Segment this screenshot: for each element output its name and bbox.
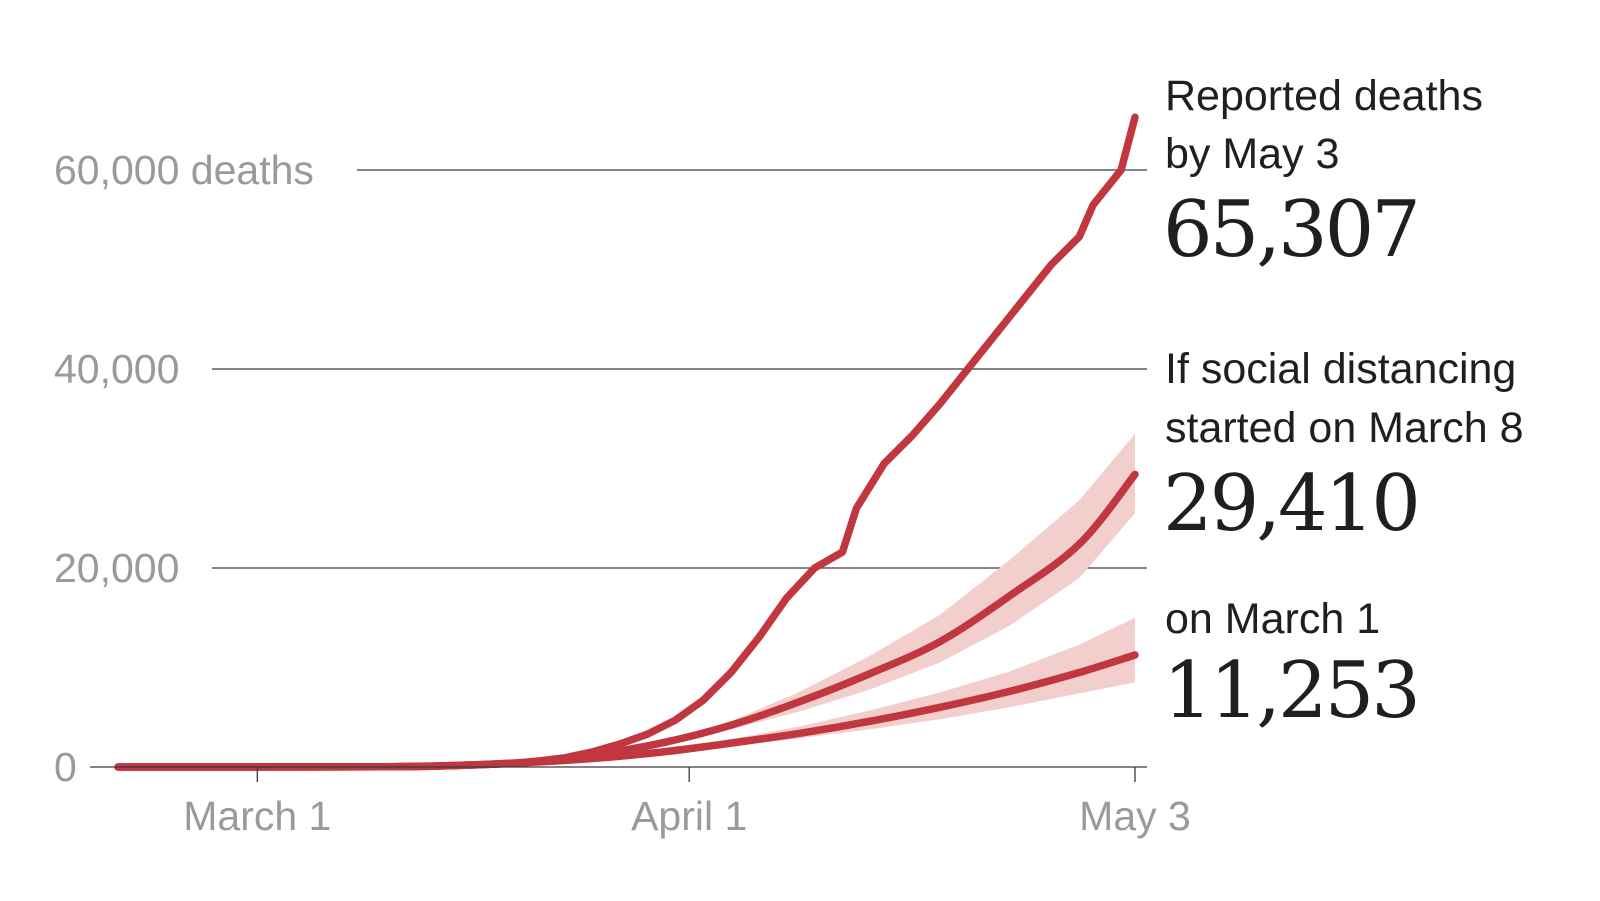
annotation-reported-line2: by May 3: [1165, 130, 1339, 178]
y-tick-label-3: 60,000 deaths: [54, 147, 314, 193]
confidence-band-1: [118, 433, 1135, 767]
grid-layer: [212, 169, 1147, 569]
confidence-bands: [118, 433, 1135, 767]
y-tick-label-0: 0: [54, 744, 77, 790]
annotation-march1: on March 1 11,253: [1163, 595, 1421, 736]
x-tick-label-1: April 1: [631, 793, 747, 839]
annotation-march1-line1: on March 1: [1165, 595, 1380, 643]
annotation-reported-line1: Reported deaths: [1165, 72, 1483, 120]
series-lines: [114, 113, 1139, 771]
x-tick-label-0: March 1: [183, 793, 331, 839]
annotation-reported-value: 65,307: [1163, 185, 1418, 275]
x-tick-label-2: May 3: [1079, 793, 1191, 839]
series-line-0: [114, 113, 1139, 771]
y-tick-label-2: 40,000: [54, 346, 179, 392]
annotation-reported: Reported deaths by May 3 65,307: [1163, 72, 1483, 275]
annotation-march8-line2: started on March 8: [1165, 404, 1524, 452]
tick-labels: 0 20,000 40,000 60,000 deaths March 1 April 1…: [54, 147, 1191, 839]
y-tick-label-1: 20,000: [54, 545, 179, 591]
annotation-march8-value: 29,410: [1163, 459, 1418, 549]
annotation-march8-line1: If social distancing: [1165, 345, 1516, 393]
annotation-march8: If social distancing started on March 8 …: [1163, 345, 1524, 549]
annotation-march1-value: 11,253: [1163, 646, 1418, 736]
